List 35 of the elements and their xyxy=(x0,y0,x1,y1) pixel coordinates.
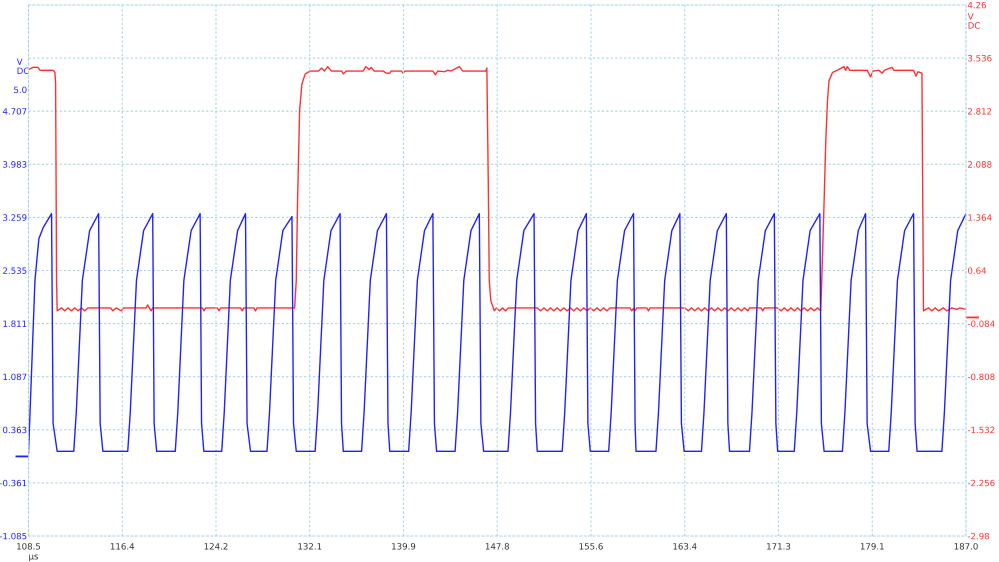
y-tick-label: -1.085 xyxy=(0,532,26,540)
x-tick-label: 147.8 xyxy=(486,543,509,550)
y2-tick-label: 1.364 xyxy=(968,214,992,221)
y2-axis-title: V DC xyxy=(968,13,980,29)
y-tick-label: -0.361 xyxy=(0,480,26,486)
x-tick-label: 187.0 xyxy=(954,543,978,550)
y2-tick-label: -0.808 xyxy=(968,374,995,380)
x-tick-label: 124.2 xyxy=(204,543,228,550)
x-tick-label: 108.5 xyxy=(17,543,40,550)
y-tick-label: 1.811 xyxy=(3,320,26,327)
y-tick-label: 4.707 xyxy=(2,108,26,115)
y-tick-label: 0.363 xyxy=(3,426,26,434)
y2-tick-label: -1.532 xyxy=(968,426,994,434)
y2-tick-label: 3.536 xyxy=(968,54,992,62)
y-tick-label: 1.087 xyxy=(3,374,26,380)
y-tick-label: 3.983 xyxy=(3,161,26,168)
y2-tick-label: 2.812 xyxy=(968,108,992,115)
x-tick-label: 155.6 xyxy=(580,543,603,550)
line-series xyxy=(28,66,966,312)
y-tick-label: 3.259 xyxy=(3,214,27,221)
y-tick-label: 2.535 xyxy=(3,267,26,274)
y2-tick-label: 0.64 xyxy=(968,267,986,274)
x-tick-label: 163.4 xyxy=(673,543,697,550)
x-tick-label: 139.9 xyxy=(392,543,416,550)
x-tick-label: 132.1 xyxy=(298,543,322,550)
y2-tick-label: -2.98 xyxy=(968,532,990,540)
x-tick-label: 179.1 xyxy=(860,543,884,550)
y-tick-label: 5.0 xyxy=(14,86,27,94)
x-tick-label: 171.3 xyxy=(767,543,790,550)
x-tick-label: 116.4 xyxy=(110,543,134,550)
y2-tick-label: 2.088 xyxy=(968,161,992,168)
x-axis-title: µs xyxy=(29,554,38,562)
y2-tick-label: -0.084 xyxy=(968,320,995,327)
y2-tick-label: 4.26 xyxy=(968,2,986,8)
y2-tick-label: -2.256 xyxy=(968,480,995,486)
